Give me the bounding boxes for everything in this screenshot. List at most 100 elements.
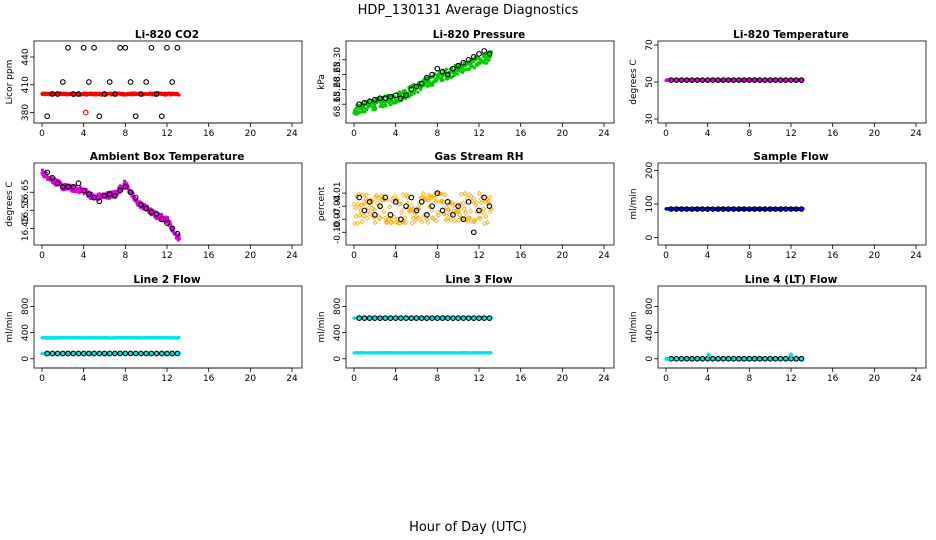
- data-band-point: [402, 215, 408, 221]
- data-point: [429, 203, 435, 210]
- data-band-point: [382, 215, 388, 221]
- y-axis-label: percent: [317, 186, 327, 221]
- series-average: [356, 315, 493, 322]
- data-point: [720, 206, 727, 212]
- data-point: [756, 77, 763, 83]
- x-tick-label: 16: [203, 129, 215, 139]
- data-point: [382, 95, 389, 102]
- data-band-point: [367, 211, 373, 217]
- data-band-point: [358, 202, 364, 208]
- data-point: [164, 44, 170, 51]
- data-band-point: [471, 218, 477, 224]
- x-tick-label: 4: [705, 129, 711, 139]
- data-band-point: [409, 220, 415, 226]
- data-point: [371, 315, 378, 322]
- data-point: [382, 194, 389, 201]
- data-point: [164, 220, 170, 226]
- data-point: [148, 44, 155, 51]
- data-band-point: [359, 219, 365, 225]
- y-axis: 0 400 800: [333, 298, 346, 362]
- data-band-point: [358, 110, 362, 115]
- data-point: [720, 355, 727, 362]
- data-point: [782, 355, 789, 362]
- x-tick-label: 12: [785, 374, 796, 384]
- y-tick-label: 68.15: [333, 91, 343, 117]
- data-point: [762, 77, 768, 83]
- data-point: [413, 83, 420, 90]
- x-tick-label: 12: [473, 374, 484, 384]
- y-axis-label: degrees C: [629, 59, 639, 104]
- data-band-point: [113, 194, 117, 198]
- data-point: [476, 207, 482, 214]
- panel-title: Sample Flow: [753, 151, 828, 163]
- y-axis: 0 100 200: [645, 162, 658, 241]
- series-average: [44, 169, 181, 237]
- x-axis: 0 4 8 12 16 20 24: [39, 367, 298, 384]
- data-band-point: [384, 219, 391, 226]
- data-point: [392, 198, 399, 205]
- data-point: [164, 350, 170, 357]
- data-point: [673, 77, 680, 83]
- data-band-point: [421, 213, 427, 219]
- data-point: [403, 92, 409, 99]
- data-point: [80, 44, 87, 51]
- data-point: [694, 77, 701, 83]
- data-point: [673, 355, 680, 362]
- data-point: [673, 206, 680, 212]
- x-tick-label: 16: [515, 129, 527, 139]
- y-axis: 0 400 800: [645, 298, 658, 362]
- data-point: [460, 315, 467, 322]
- data-band-point: [481, 206, 487, 212]
- data-point: [741, 355, 747, 362]
- x-tick-label: 8: [122, 129, 128, 139]
- data-point: [112, 350, 118, 357]
- data-point: [476, 315, 482, 322]
- data-band-point: [409, 203, 415, 209]
- y-tick-label: 50: [645, 76, 655, 88]
- data-point: [683, 206, 690, 212]
- panel-1: Li-820 Pressure 0 4 8 12 16 20 24 68.1568.2068.2…: [317, 29, 615, 139]
- data-point: [70, 350, 77, 357]
- data-point: [725, 355, 732, 362]
- data-band-point: [467, 215, 473, 221]
- x-tick-label: 8: [434, 374, 440, 384]
- data-point: [403, 203, 409, 210]
- data-point: [736, 77, 742, 83]
- data-band-point: [357, 212, 363, 219]
- data-point: [91, 44, 97, 51]
- data-band-point: [392, 197, 399, 203]
- data-point: [476, 51, 482, 57]
- data-point: [153, 211, 160, 217]
- x-tick-label: 12: [161, 129, 172, 139]
- x-tick-label: 12: [161, 251, 172, 261]
- x-tick-label: 24: [910, 129, 922, 139]
- data-band-point: [351, 201, 357, 207]
- y-axis: -0.10-0.07-0.04-0.01: [333, 181, 346, 244]
- x-tick-label: 0: [351, 374, 357, 384]
- data-band-point: [489, 351, 493, 355]
- panel-title: Line 3 Flow: [445, 274, 512, 286]
- x-tick-label: 16: [827, 129, 839, 139]
- data-point: [117, 44, 123, 51]
- data-point: [361, 99, 368, 106]
- data-point: [392, 92, 399, 99]
- data-band-point: [479, 199, 485, 206]
- data-point: [798, 77, 805, 83]
- y-tick-label: 0: [21, 356, 31, 362]
- data-band: [352, 50, 494, 116]
- data-point: [106, 191, 113, 197]
- data-point: [398, 315, 404, 322]
- data-point: [96, 350, 103, 357]
- data-point: [481, 194, 488, 201]
- data-band-point: [452, 218, 458, 224]
- data-point: [75, 350, 82, 357]
- data-point: [169, 225, 176, 232]
- series-average: [356, 48, 493, 108]
- data-point: [486, 315, 493, 322]
- data-point: [725, 77, 732, 83]
- data-band-point: [387, 204, 393, 210]
- data-point: [49, 174, 56, 181]
- data-point: [174, 230, 181, 237]
- data-band-point: [177, 236, 182, 241]
